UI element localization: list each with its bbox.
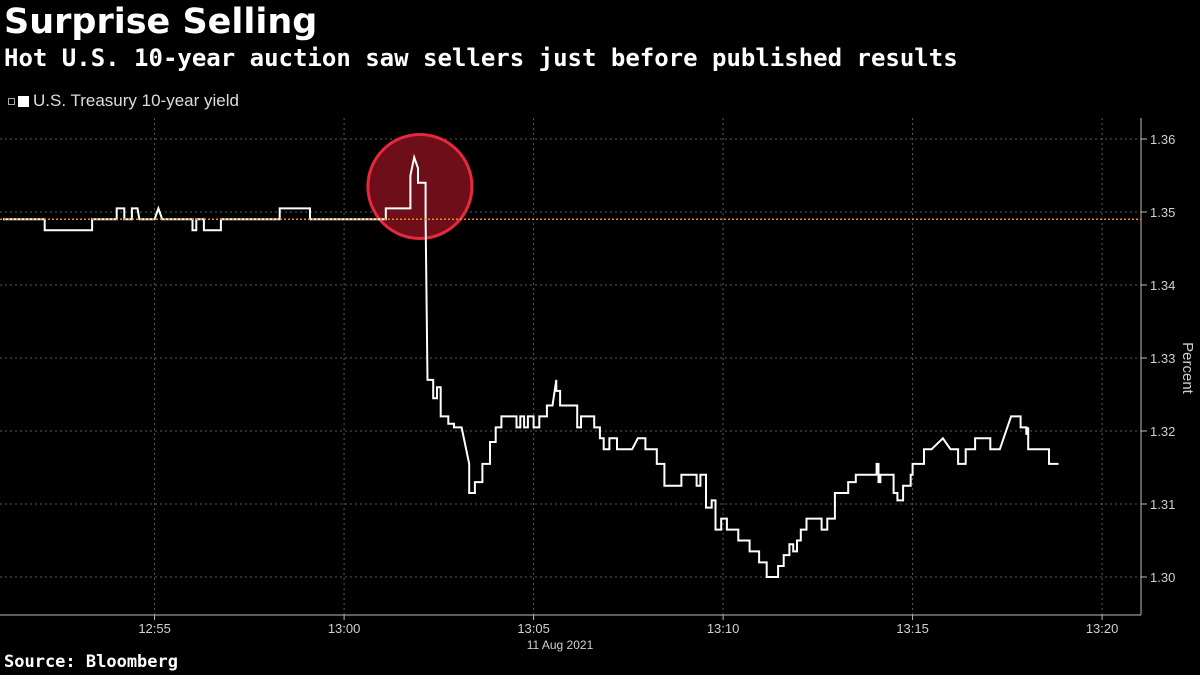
y-axis-label: Percent	[1179, 342, 1196, 395]
x-tick-label: 13:20	[1086, 621, 1119, 636]
x-tick-label: 13:10	[707, 621, 740, 636]
x-tick-label: 13:15	[896, 621, 929, 636]
y-tick-label: 1.36	[1150, 132, 1175, 147]
x-tick-label: 12:55	[138, 621, 171, 636]
legend-label: U.S. Treasury 10-year yield	[33, 91, 239, 110]
chart-title: Surprise Selling	[4, 2, 318, 42]
y-tick-label: 1.35	[1150, 205, 1175, 220]
series-line	[3, 153, 1059, 578]
legend-toggle-icon[interactable]	[8, 97, 15, 105]
y-tick-label: 1.31	[1150, 497, 1175, 512]
y-tick-label: 1.33	[1150, 351, 1175, 366]
source-note: Source: Bloomberg	[4, 652, 178, 672]
highlight-circle	[366, 132, 474, 240]
legend-swatch	[18, 95, 29, 107]
x-tick-label: 13:00	[328, 621, 361, 636]
legend: U.S. Treasury 10-year yield	[8, 91, 239, 111]
y-tick-label: 1.32	[1150, 424, 1175, 439]
x-axis-label: 11 Aug 2021	[527, 638, 594, 652]
y-tick-label: 1.34	[1150, 278, 1175, 293]
y-tick-label: 1.30	[1150, 570, 1175, 585]
chart-subtitle: Hot U.S. 10-year auction saw sellers jus…	[4, 44, 958, 72]
x-tick-label: 13:05	[517, 621, 550, 636]
